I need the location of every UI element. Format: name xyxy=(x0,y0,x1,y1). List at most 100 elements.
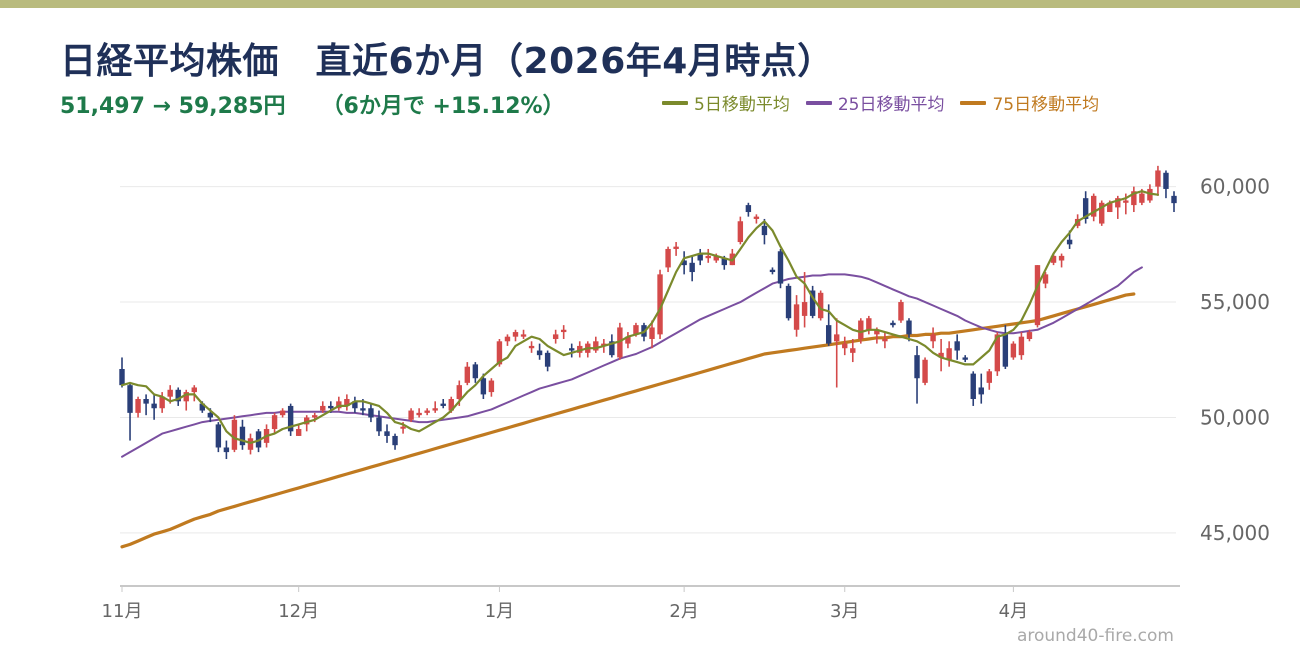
x-tick-label-2: 1月 xyxy=(485,601,514,622)
candle-87 xyxy=(817,290,824,321)
ma75-layer xyxy=(120,292,1136,549)
candle-122 xyxy=(1099,200,1105,226)
candle-body xyxy=(424,410,430,413)
candle-48 xyxy=(504,334,511,346)
candle-body xyxy=(1171,195,1177,204)
candle-36 xyxy=(408,408,414,423)
candle-body xyxy=(528,345,535,349)
candle-129 xyxy=(1155,165,1161,196)
candle-51 xyxy=(528,341,535,353)
candle-104 xyxy=(954,334,960,360)
candle-50 xyxy=(520,329,527,339)
candle-body xyxy=(801,302,808,316)
legend-item-ma75: 75日移動平均 xyxy=(960,90,1099,115)
candle-body xyxy=(504,336,511,342)
candle-body xyxy=(183,392,189,402)
candle-body xyxy=(328,405,334,409)
candle-27 xyxy=(336,396,342,411)
site-watermark: around40-fire.com xyxy=(1016,626,1174,646)
candle-body xyxy=(946,348,952,360)
candle-body xyxy=(1123,200,1129,203)
candle-body xyxy=(119,369,125,386)
candle-15 xyxy=(239,419,246,450)
candle-46 xyxy=(488,378,495,397)
candle-67 xyxy=(657,269,663,339)
candle-70 xyxy=(681,251,687,275)
candle-body xyxy=(135,399,141,413)
candle-body xyxy=(408,410,414,420)
candle-body xyxy=(368,408,374,418)
candle-body xyxy=(512,332,519,337)
candle-79 xyxy=(753,214,760,224)
candle-126 xyxy=(1131,186,1137,213)
x-tick-label-0: 11月 xyxy=(102,601,143,622)
candle-body xyxy=(1163,172,1169,189)
candle-80 xyxy=(761,218,768,245)
candle-body xyxy=(552,334,559,339)
candle-body xyxy=(400,426,406,429)
candle-12 xyxy=(215,422,222,453)
candle-82 xyxy=(777,248,784,289)
candle-61 xyxy=(609,334,615,358)
candle-body xyxy=(1002,334,1009,367)
candle-body xyxy=(721,258,727,266)
candle-body xyxy=(480,378,487,395)
candle-54 xyxy=(552,329,559,344)
candle-body xyxy=(1131,191,1137,206)
candle-97 xyxy=(898,299,904,323)
candle-body xyxy=(464,366,471,383)
candle-body xyxy=(986,371,992,383)
candle-106 xyxy=(970,371,976,406)
candle-body xyxy=(898,302,904,321)
candle-59 xyxy=(593,336,599,353)
candle-body xyxy=(336,401,342,409)
candle-90 xyxy=(842,336,848,356)
candle-body xyxy=(231,419,238,450)
candle-110 xyxy=(1002,325,1009,369)
candle-body xyxy=(1042,274,1049,284)
candle-body xyxy=(440,403,446,406)
candle-99 xyxy=(914,345,920,404)
candle-body xyxy=(344,399,350,406)
candle-body xyxy=(1099,202,1105,224)
candle-body xyxy=(320,405,326,411)
candle-body xyxy=(560,329,567,333)
page-title: 日経平均株価 直近6か月（2026年4月時点） xyxy=(60,41,834,82)
candle-83 xyxy=(785,283,792,321)
candle-body xyxy=(825,325,832,344)
candle-13 xyxy=(223,440,230,460)
candle-84 xyxy=(793,295,800,337)
candle-0 xyxy=(119,357,125,388)
candle-91 xyxy=(850,338,856,363)
candle-body xyxy=(312,415,318,418)
candle-85 xyxy=(801,272,808,328)
candle-7 xyxy=(175,387,181,406)
x-tick-label-4: 3月 xyxy=(830,601,859,622)
candle-body xyxy=(544,352,551,367)
chart-legend: 5日移動平均 25日移動平均 75日移動平均 xyxy=(662,90,1099,115)
candle-3 xyxy=(143,394,149,416)
candle-body xyxy=(777,251,784,284)
candle-131 xyxy=(1171,191,1177,213)
candle-body xyxy=(448,399,454,411)
candle-body xyxy=(199,403,206,411)
candle-body xyxy=(287,405,294,432)
candle-63 xyxy=(625,332,631,349)
legend-swatch-ma75 xyxy=(960,100,987,105)
candle-body xyxy=(769,269,776,273)
candle-body xyxy=(745,205,752,213)
y-tick-label-1: 50,000 xyxy=(1200,405,1270,429)
candle-34 xyxy=(392,433,398,450)
legend-swatch-ma25 xyxy=(805,100,832,105)
candle-body xyxy=(167,389,173,397)
candle-71 xyxy=(689,255,695,282)
candle-56 xyxy=(569,343,575,358)
candle-body xyxy=(906,320,912,335)
price-change-summary: 51,497 → 59,285円 （6か月で +15.12%） xyxy=(60,88,565,120)
candle-44 xyxy=(472,362,479,383)
candle-body xyxy=(432,408,438,411)
candle-21 xyxy=(287,403,294,436)
candle-72 xyxy=(697,248,703,266)
y-tick-label-2: 55,000 xyxy=(1200,290,1270,314)
top-accent-bar xyxy=(0,0,1300,8)
